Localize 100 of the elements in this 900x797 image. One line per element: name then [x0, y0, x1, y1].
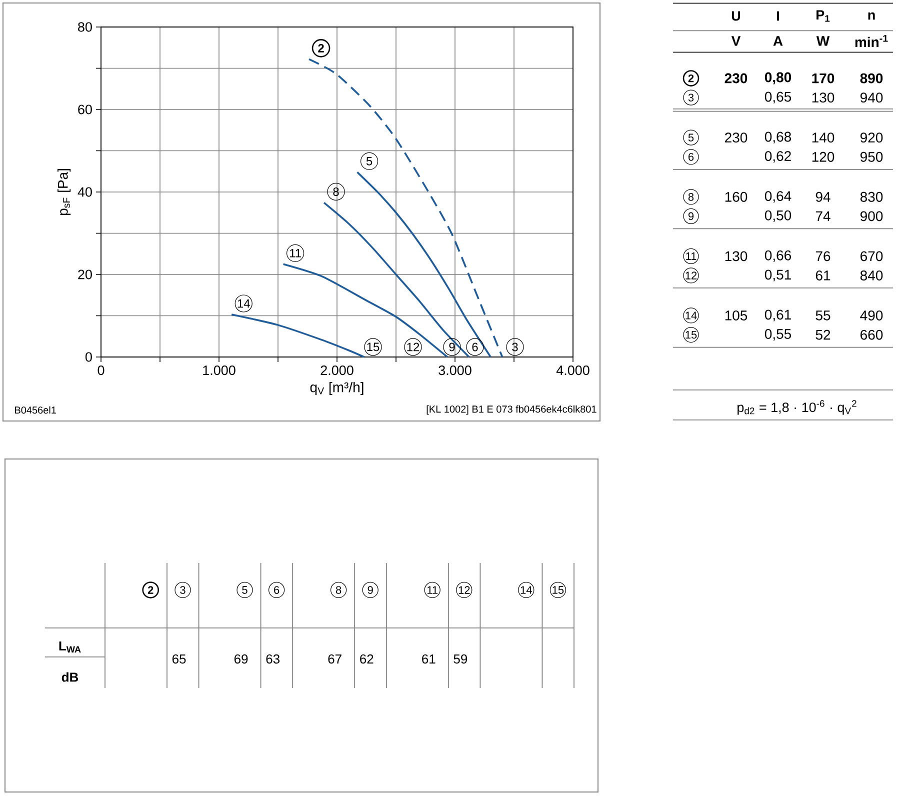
- x-axis-title: q$_{V}$ [m³/h]: [310, 382, 364, 395]
- text: 940: [860, 92, 883, 103]
- text: 0,51: [764, 270, 791, 282]
- category-label: 8: [336, 586, 342, 594]
- x-tick-label: 0: [98, 366, 104, 376]
- category-label: 2: [148, 586, 154, 594]
- text: 830: [860, 192, 883, 202]
- line-series: [356, 171, 492, 358]
- category-label: 11: [686, 252, 696, 260]
- text: dB: [62, 672, 78, 682]
- text: 94: [816, 192, 830, 202]
- y-tick-label: 80: [78, 22, 92, 32]
- category-label: 9: [688, 212, 694, 220]
- text: 0,80: [764, 72, 792, 84]
- category-label: I: [777, 11, 779, 21]
- category-label: U: [732, 11, 740, 21]
- annotation: 9: [449, 342, 455, 352]
- text: [KL 1002] B1 E 073 fb0456ek4c6lk801: [426, 405, 596, 415]
- category-label: 5: [242, 586, 248, 594]
- category-label: 9: [368, 586, 373, 594]
- text: 65: [172, 654, 186, 664]
- text: 52: [816, 330, 830, 340]
- text: p$_{d2}$ = 1,8 · 10$^{-6}$ · q$_{V}$2: [738, 400, 856, 415]
- y-tick-label: 20: [78, 270, 92, 280]
- text: 105: [725, 310, 748, 320]
- category-label: 11: [427, 586, 438, 594]
- category-label: 2: [688, 74, 694, 82]
- x-tick-label: 2.000: [320, 366, 354, 376]
- text: 59: [454, 654, 468, 664]
- text: 670: [860, 251, 883, 262]
- text: 950: [860, 152, 883, 162]
- category-label: 8: [688, 193, 694, 201]
- text: 61: [422, 654, 436, 664]
- text: 0,68: [764, 132, 792, 144]
- text: 490: [860, 310, 883, 320]
- category-label: 3: [688, 94, 694, 102]
- text: 840: [860, 270, 883, 280]
- text: 170: [812, 73, 834, 84]
- category-label: n: [868, 12, 875, 20]
- annotation: 3: [512, 342, 518, 352]
- text: 0,65: [764, 92, 792, 104]
- y-tick-label: 0: [85, 352, 92, 362]
- category-label: 12: [686, 272, 697, 280]
- text: 61: [816, 270, 830, 280]
- series-label: 5: [366, 157, 372, 166]
- category-label: 14: [520, 586, 532, 594]
- line-series: [230, 314, 366, 358]
- text: 55: [816, 310, 830, 320]
- category-label: 12: [458, 586, 470, 594]
- line-series: [323, 202, 470, 358]
- category-label: 15: [686, 330, 697, 339]
- x-tick-label: 4.000: [556, 366, 590, 376]
- series-label: 14: [238, 299, 250, 308]
- text: 0,50: [764, 210, 792, 222]
- category-label: 5: [688, 134, 694, 142]
- text: 230: [725, 132, 748, 143]
- text: 230: [724, 73, 748, 84]
- text: V: [731, 36, 741, 46]
- category-label: L$_{WA}$: [59, 641, 81, 653]
- text: 76: [816, 251, 830, 262]
- text: 890: [860, 73, 883, 84]
- text: W: [816, 36, 830, 46]
- text: 62: [360, 654, 374, 664]
- text: 0,64: [764, 191, 792, 203]
- y-tick-label: 60: [78, 104, 92, 114]
- series-label: 11: [290, 249, 301, 258]
- y-axis-title: p$_{sF}$ [Pa]: [58, 169, 71, 216]
- category-label: 14: [686, 312, 697, 320]
- text: 74: [816, 211, 830, 221]
- text: 0,55: [764, 328, 792, 341]
- text: B0456el1: [15, 406, 56, 414]
- text: 69: [234, 654, 248, 664]
- category-label: 6: [688, 153, 694, 161]
- x-tick-label: 3.000: [438, 366, 472, 376]
- text: 660: [860, 330, 883, 340]
- annotation: 6: [472, 342, 478, 352]
- y-tick-label: 40: [78, 187, 92, 197]
- category-label: 15: [552, 586, 564, 594]
- text: 67: [328, 654, 342, 664]
- text: 0,61: [764, 310, 791, 322]
- annotation: 12: [407, 342, 420, 352]
- text: 0,66: [764, 250, 792, 262]
- text: 160: [725, 192, 748, 202]
- annotation: 15: [367, 342, 380, 352]
- text: 130: [812, 92, 834, 103]
- text: 120: [812, 152, 834, 162]
- text: 130: [725, 251, 748, 262]
- line-series: [282, 263, 448, 358]
- category-label: 3: [180, 586, 186, 594]
- text: 920: [860, 132, 883, 143]
- category-label: 6: [274, 586, 280, 594]
- x-tick-label: 1.000: [203, 366, 236, 376]
- text: A: [773, 36, 783, 46]
- series-label: 8: [333, 187, 339, 196]
- text: 140: [812, 132, 834, 143]
- text: min$^{-1}$: [855, 35, 888, 47]
- category-label: P$_{1}$: [816, 10, 830, 22]
- series-label: 2: [318, 44, 324, 52]
- text: 63: [266, 654, 280, 664]
- text: 0,62: [764, 151, 791, 163]
